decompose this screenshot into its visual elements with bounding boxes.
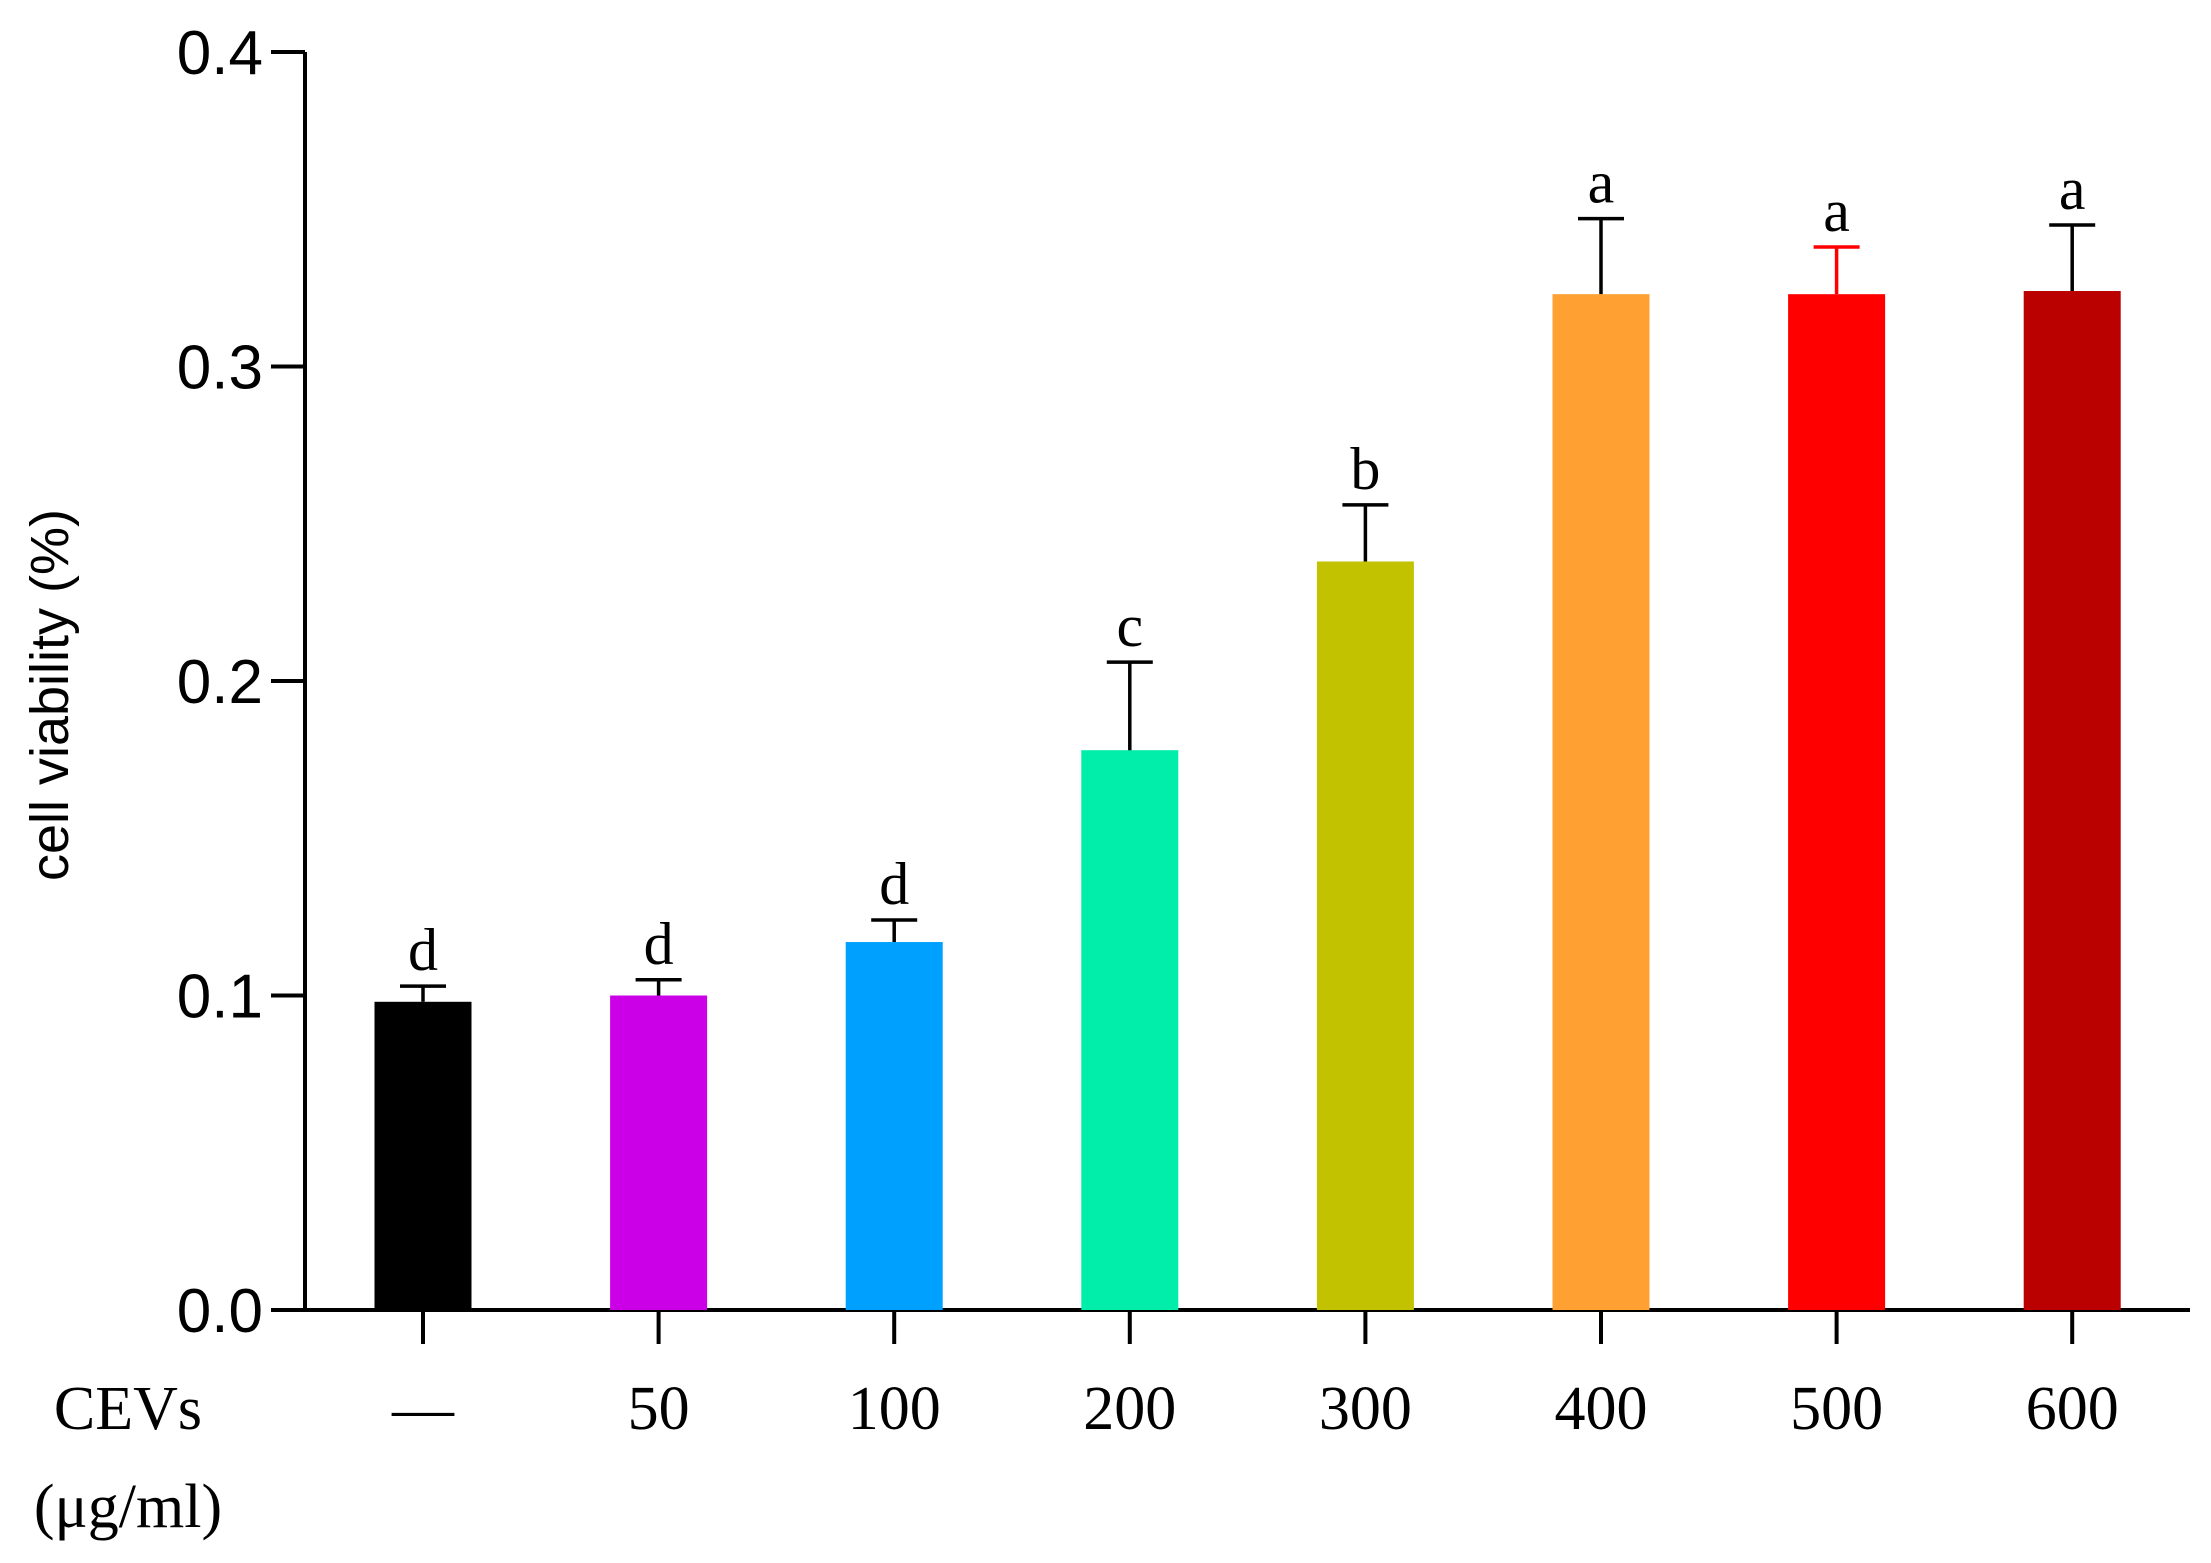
- significance-letter: d: [879, 851, 909, 917]
- axes: [303, 52, 2190, 1312]
- x-tick-label: 300: [1319, 1375, 1412, 1443]
- bar: [610, 995, 708, 1310]
- x-tick-label: 400: [1555, 1375, 1648, 1443]
- x-group-unit-label: (μg/ml): [34, 1473, 222, 1541]
- significance-letter: b: [1350, 436, 1380, 502]
- significance-letter: a: [1823, 178, 1850, 244]
- bar: [1081, 750, 1179, 1310]
- x-tick-label: 500: [1790, 1375, 1883, 1443]
- y-tick-label: 0.4: [177, 19, 263, 88]
- bar: [1788, 294, 1886, 1310]
- significance-labels: d d d c b a a a: [408, 150, 2086, 983]
- y-tick-label: 0.2: [177, 648, 263, 717]
- y-ticks: 0.0 0.1 0.2 0.3 0.4: [177, 19, 305, 1346]
- y-tick-label: 0.1: [177, 963, 263, 1032]
- significance-letter: c: [1116, 593, 1143, 659]
- error-bars: [400, 216, 2096, 1002]
- bar: [1552, 294, 1650, 1310]
- significance-letter: d: [408, 917, 438, 983]
- bar: [1316, 561, 1414, 1310]
- x-tick-label: 200: [1083, 1375, 1176, 1443]
- y-tick-label: 0.0: [177, 1277, 263, 1346]
- x-ticks: — 50 100 200 300 400 500 600: [391, 1310, 2119, 1443]
- bars: [374, 291, 2121, 1310]
- significance-letter: a: [1588, 150, 1615, 216]
- y-tick-label: 0.3: [177, 334, 263, 403]
- bar: [374, 1001, 472, 1310]
- x-tick-label: 100: [848, 1375, 941, 1443]
- x-tick-label: 50: [628, 1375, 690, 1443]
- bar: [845, 942, 943, 1310]
- x-tick-label: —: [391, 1375, 455, 1443]
- significance-letter: a: [2059, 156, 2086, 222]
- significance-letter: d: [644, 911, 674, 977]
- x-group-label: CEVs: [54, 1375, 202, 1443]
- x-tick-label: 600: [2026, 1375, 2119, 1443]
- y-axis-title: cell viability (%): [20, 509, 80, 881]
- bar: [2023, 291, 2121, 1310]
